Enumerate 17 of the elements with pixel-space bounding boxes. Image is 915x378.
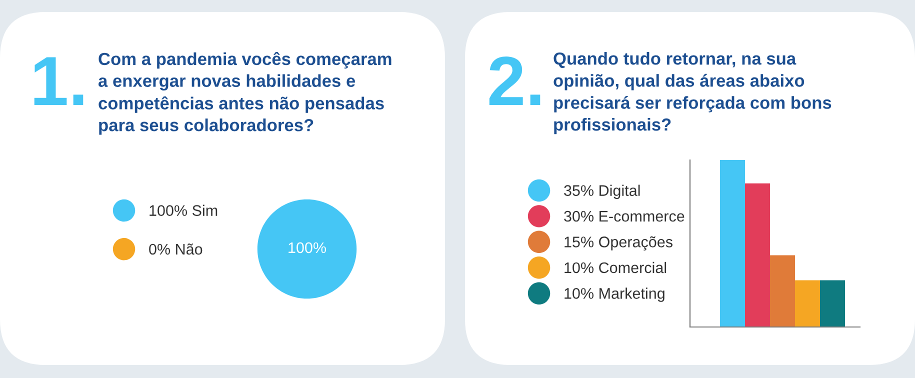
bar [720, 160, 745, 327]
chart-title: Com a pandemia vocês começaram a enxergar novas habilidades e competências antes não pensadas para seus colaboradores? [98, 52, 392, 135]
legend-label: 35% Digital [564, 184, 640, 199]
legend-label: 10% Comercial [564, 262, 666, 274]
bar [770, 255, 795, 327]
legend-label: 10% Marketing [564, 288, 664, 302]
text: 2. [489, 56, 540, 105]
legend-label: 30% E-commerce [564, 210, 684, 222]
data-label: 100% [288, 242, 326, 254]
legend-label: 100% Sim [150, 204, 218, 216]
bar [820, 280, 845, 327]
legend-label: 0% Não [149, 244, 202, 255]
text: 1. [34, 57, 84, 105]
legend-label: 15% Operações [564, 236, 672, 250]
chart-title: Quando tudo retornar, na sua opinião, qual das áreas abaixo precisará ser reforçada com bons profissionais? [554, 52, 832, 134]
bar [745, 183, 770, 327]
bar [795, 280, 820, 327]
